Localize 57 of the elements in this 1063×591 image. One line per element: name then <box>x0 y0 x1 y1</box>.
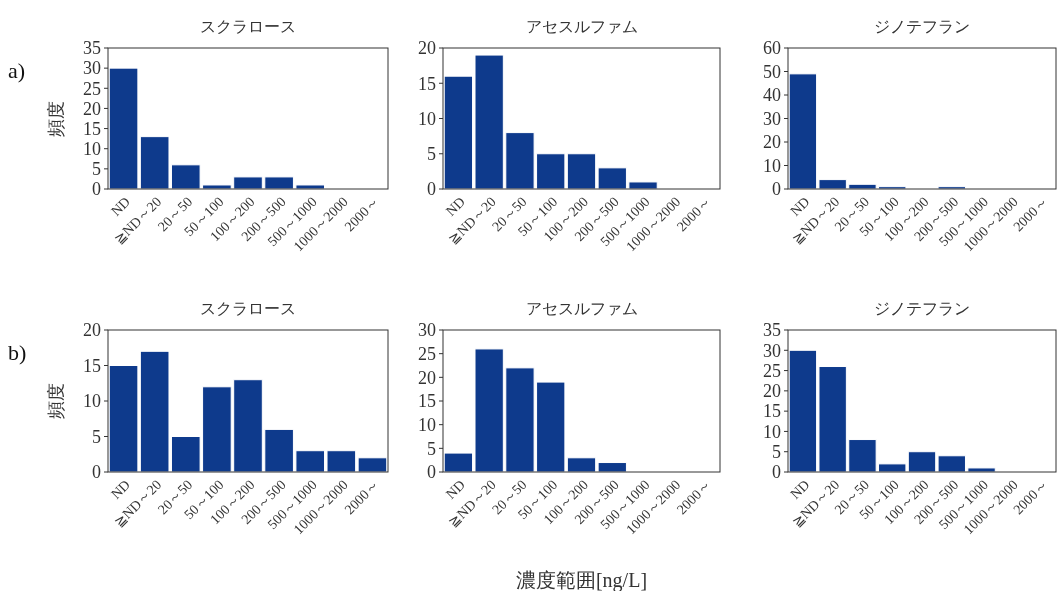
y-tick-label: 5 <box>92 159 101 180</box>
y-tick-label: 5 <box>92 426 101 447</box>
chart-title: アセスルファム <box>525 17 638 36</box>
y-tick-label: 15 <box>83 118 101 139</box>
y-tick-label: 5 <box>427 144 436 165</box>
y-tick-label: 10 <box>83 139 101 160</box>
y-tick-label: 35 <box>763 320 781 341</box>
y-tick-label: 0 <box>92 462 101 483</box>
y-tick-label: 0 <box>772 462 781 483</box>
y-tick-label: 20 <box>763 132 781 153</box>
y-tick-label: 15 <box>763 401 781 422</box>
y-axis-title: 頻度 <box>45 383 67 419</box>
y-tick-label: 30 <box>83 58 101 79</box>
y-tick-label: 0 <box>427 179 436 200</box>
y-tick-label: 60 <box>763 38 781 59</box>
y-tick-label: 0 <box>427 462 436 483</box>
chart-title: スクラロース <box>200 299 296 318</box>
y-tick-label: 20 <box>418 38 436 59</box>
y-tick-label: 30 <box>763 340 781 361</box>
x-tick-label: ND <box>108 476 134 502</box>
y-tick-label: 40 <box>763 85 781 106</box>
y-tick-label: 10 <box>418 108 436 129</box>
y-tick-label: 25 <box>83 78 101 99</box>
y-tick-label: 10 <box>763 421 781 442</box>
x-tick-label: ND <box>443 476 468 502</box>
text: b) <box>8 340 27 365</box>
x-tick-label: ND <box>108 193 134 219</box>
y-tick-label: 25 <box>763 360 781 381</box>
y-tick-label: 5 <box>427 438 436 459</box>
y-tick-label: 30 <box>763 108 781 129</box>
y-tick-label: 0 <box>92 179 101 200</box>
x-tick-label: ND <box>443 193 468 219</box>
y-axis-title: 頻度 <box>45 100 67 137</box>
y-tick-label: 15 <box>418 391 436 412</box>
y-tick-label: 10 <box>83 391 101 412</box>
y-tick-label: 20 <box>763 381 781 402</box>
x-tick-label: ND <box>787 476 813 502</box>
text: a) <box>8 58 26 83</box>
y-tick-label: 20 <box>83 320 101 341</box>
chart-title: ジノテフラン <box>874 299 970 318</box>
chart-title: スクラロース <box>200 17 296 36</box>
y-tick-label: 30 <box>418 320 436 341</box>
y-tick-label: 35 <box>83 38 101 59</box>
y-tick-label: 15 <box>418 73 436 94</box>
y-tick-label: 20 <box>418 367 436 388</box>
y-tick-label: 25 <box>418 343 436 364</box>
y-tick-label: 0 <box>772 179 781 200</box>
chart-title: アセスルファム <box>525 299 638 318</box>
y-tick-label: 10 <box>418 414 436 435</box>
y-tick-label: 5 <box>772 442 781 463</box>
x-axis-title: 濃度範囲[ng/L] <box>515 569 648 591</box>
y-tick-label: 15 <box>83 355 101 376</box>
y-tick-label: 20 <box>83 98 101 119</box>
x-tick-label: ND <box>787 193 813 219</box>
chart-title: ジノテフラン <box>874 17 970 36</box>
y-tick-label: 10 <box>763 155 781 176</box>
y-tick-label: 50 <box>763 61 781 82</box>
